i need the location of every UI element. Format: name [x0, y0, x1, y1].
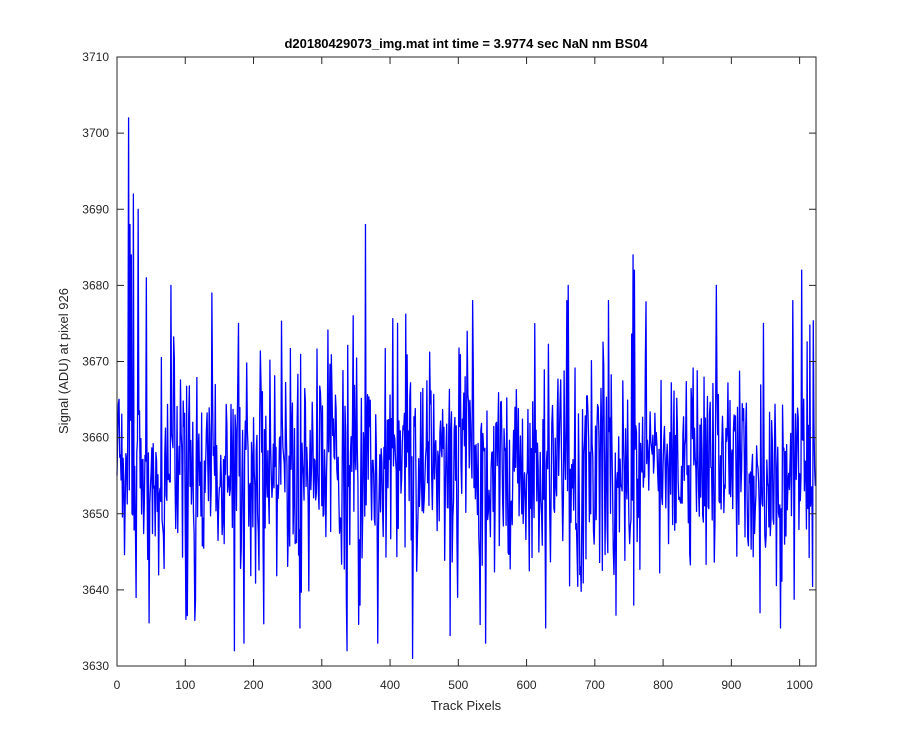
axes-box: [116, 56, 817, 667]
y-tick-label: 3690: [82, 202, 109, 216]
plot-area: [116, 56, 817, 667]
x-tick-label: 900: [721, 678, 741, 692]
signal-series-line: [116, 117, 816, 660]
y-axis-label: Signal (ADU) at pixel 926: [56, 288, 71, 434]
y-tick-label: 3660: [82, 431, 109, 445]
x-tick-label: 1000: [786, 678, 813, 692]
x-tick-label: 400: [380, 678, 400, 692]
x-tick-label: 100: [175, 678, 195, 692]
y-tick-label: 3700: [82, 126, 109, 140]
y-tick-label: 3710: [82, 50, 109, 64]
x-tick-label: 600: [517, 678, 537, 692]
tick-labels: 0 100 200 300 400 500 600 700 800 900 1000 3630 3640…: [82, 50, 813, 692]
x-tick-label: 500: [448, 678, 468, 692]
x-tick-label: 800: [653, 678, 673, 692]
y-tick-label: 3650: [82, 507, 109, 521]
y-tick-label: 3670: [82, 355, 109, 369]
x-tick-label: 700: [585, 678, 605, 692]
x-tick-label: 300: [312, 678, 332, 692]
x-tick-label: 0: [114, 678, 121, 692]
x-tick-label: 200: [244, 678, 264, 692]
y-tick-label: 3640: [82, 583, 109, 597]
chart-title: d20180429073_img.mat int time = 3.9774 s…: [284, 36, 648, 51]
y-tick-label: 3630: [82, 659, 109, 673]
x-axis-label: Track Pixels: [431, 698, 502, 713]
y-tick-label: 3680: [82, 278, 109, 292]
